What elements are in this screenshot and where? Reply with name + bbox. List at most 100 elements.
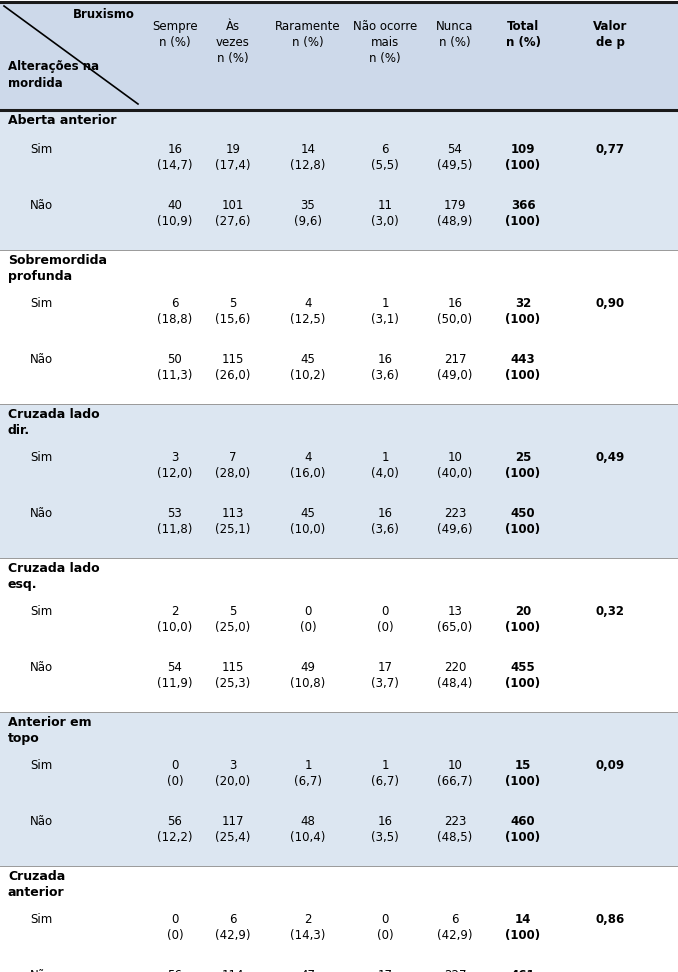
Text: 0,86: 0,86 [595, 913, 624, 926]
Text: 455
(100): 455 (100) [505, 661, 540, 690]
Text: Nunca
n (%): Nunca n (%) [437, 20, 474, 49]
Text: 16
(50,0): 16 (50,0) [437, 297, 473, 326]
Text: Alterações na
mordida: Alterações na mordida [8, 60, 99, 90]
Text: Sim: Sim [30, 605, 52, 618]
Text: 50
(11,3): 50 (11,3) [157, 353, 193, 382]
Text: 0,09: 0,09 [595, 759, 624, 772]
Text: 10
(40,0): 10 (40,0) [437, 451, 473, 480]
Text: 5
(25,0): 5 (25,0) [216, 605, 251, 634]
Text: 40
(10,9): 40 (10,9) [157, 199, 193, 228]
Text: 1
(4,0): 1 (4,0) [371, 451, 399, 480]
Text: Sempre
n (%): Sempre n (%) [152, 20, 198, 49]
Text: 45
(10,0): 45 (10,0) [290, 507, 325, 536]
Text: 1
(6,7): 1 (6,7) [294, 759, 322, 788]
Bar [0, 404, 678, 558]
Text: 6
(42,9): 6 (42,9) [215, 913, 251, 942]
Text: 461
(100): 461 (100) [505, 969, 540, 972]
Text: 53
(11,8): 53 (11,8) [157, 507, 193, 536]
Text: Não: Não [30, 507, 53, 520]
Text: 217
(49,0): 217 (49,0) [437, 353, 473, 382]
Text: 1
(6,7): 1 (6,7) [371, 759, 399, 788]
Text: 32
(100): 32 (100) [505, 297, 540, 326]
Text: 366
(100): 366 (100) [505, 199, 540, 228]
Text: Total
n (%): Total n (%) [506, 20, 540, 49]
Text: 2
(14,3): 2 (14,3) [290, 913, 325, 942]
Text: 54
(49,5): 54 (49,5) [437, 143, 473, 172]
Text: 443
(100): 443 (100) [505, 353, 540, 382]
Text: 223
(48,5): 223 (48,5) [437, 815, 473, 844]
Text: 20
(100): 20 (100) [505, 605, 540, 634]
Text: 0
(0): 0 (0) [377, 605, 393, 634]
Text: 450
(100): 450 (100) [505, 507, 540, 536]
Text: 11
(3,0): 11 (3,0) [371, 199, 399, 228]
Text: 10
(66,7): 10 (66,7) [437, 759, 473, 788]
Text: Não: Não [30, 353, 53, 366]
Text: 14
(100): 14 (100) [505, 913, 540, 942]
Text: 0
(0): 0 (0) [167, 913, 183, 942]
Text: 101
(27,6): 101 (27,6) [215, 199, 251, 228]
Text: 3
(12,0): 3 (12,0) [157, 451, 193, 480]
Text: 7
(28,0): 7 (28,0) [216, 451, 251, 480]
Text: 5
(15,6): 5 (15,6) [216, 297, 251, 326]
Text: Raramente
n (%): Raramente n (%) [275, 20, 341, 49]
Text: Aberta anterior: Aberta anterior [8, 114, 117, 127]
Text: 115
(25,3): 115 (25,3) [216, 661, 251, 690]
Text: 0,32: 0,32 [595, 605, 624, 618]
Bar [0, 250, 678, 404]
Bar [0, 712, 678, 866]
Bar [0, 2, 678, 110]
Text: 19
(17,4): 19 (17,4) [215, 143, 251, 172]
Text: 17
(3,7): 17 (3,7) [371, 661, 399, 690]
Text: Não ocorre
mais
n (%): Não ocorre mais n (%) [353, 20, 417, 65]
Text: Não: Não [30, 199, 53, 212]
Text: 1
(3,1): 1 (3,1) [371, 297, 399, 326]
Text: 115
(26,0): 115 (26,0) [216, 353, 251, 382]
Text: 117
(25,4): 117 (25,4) [216, 815, 251, 844]
Text: Cruzada lado
esq.: Cruzada lado esq. [8, 562, 100, 591]
Text: 16
(3,6): 16 (3,6) [371, 353, 399, 382]
Text: 113
(25,1): 113 (25,1) [216, 507, 251, 536]
Text: Cruzada
anterior: Cruzada anterior [8, 870, 65, 899]
Text: Não: Não [30, 969, 53, 972]
Text: Valor
de p: Valor de p [593, 20, 627, 49]
Text: 16
(3,6): 16 (3,6) [371, 507, 399, 536]
Text: Não: Não [30, 815, 53, 828]
Text: 0,90: 0,90 [595, 297, 624, 310]
Text: 4
(12,5): 4 (12,5) [290, 297, 325, 326]
Text: 54
(11,9): 54 (11,9) [157, 661, 193, 690]
Text: 45
(10,2): 45 (10,2) [290, 353, 325, 382]
Text: Cruzada lado
dir.: Cruzada lado dir. [8, 408, 100, 437]
Text: 3
(20,0): 3 (20,0) [216, 759, 251, 788]
Text: Sobremordida
profunda: Sobremordida profunda [8, 254, 107, 283]
Text: Bruxismo: Bruxismo [73, 8, 135, 21]
Text: 0
(0): 0 (0) [377, 913, 393, 942]
Text: 2
(10,0): 2 (10,0) [157, 605, 193, 634]
Text: Às
vezes
n (%): Às vezes n (%) [216, 20, 250, 65]
Text: 25
(100): 25 (100) [505, 451, 540, 480]
Text: 0
(0): 0 (0) [300, 605, 317, 634]
Text: Anterior em
topo: Anterior em topo [8, 716, 92, 745]
Text: 13
(65,0): 13 (65,0) [437, 605, 473, 634]
Bar [0, 558, 678, 712]
Text: Sim: Sim [30, 297, 52, 310]
Text: 48
(10,4): 48 (10,4) [290, 815, 325, 844]
Text: Sim: Sim [30, 143, 52, 156]
Bar [0, 110, 678, 250]
Bar [0, 866, 678, 972]
Text: 223
(49,6): 223 (49,6) [437, 507, 473, 536]
Text: 49
(10,8): 49 (10,8) [290, 661, 325, 690]
Text: 47
(10,2): 47 (10,2) [290, 969, 325, 972]
Text: 0
(0): 0 (0) [167, 759, 183, 788]
Text: Não: Não [30, 661, 53, 674]
Text: 0,49: 0,49 [595, 451, 624, 464]
Text: 6
(42,9): 6 (42,9) [437, 913, 473, 942]
Text: 15
(100): 15 (100) [505, 759, 540, 788]
Text: 6
(18,8): 6 (18,8) [157, 297, 193, 326]
Text: 16
(3,5): 16 (3,5) [371, 815, 399, 844]
Text: 56
(12,1): 56 (12,1) [157, 969, 193, 972]
Text: 109
(100): 109 (100) [505, 143, 540, 172]
Text: 460
(100): 460 (100) [505, 815, 540, 844]
Text: 227
(49,2): 227 (49,2) [437, 969, 473, 972]
Text: Sim: Sim [30, 913, 52, 926]
Text: 114
(24,7): 114 (24,7) [215, 969, 251, 972]
